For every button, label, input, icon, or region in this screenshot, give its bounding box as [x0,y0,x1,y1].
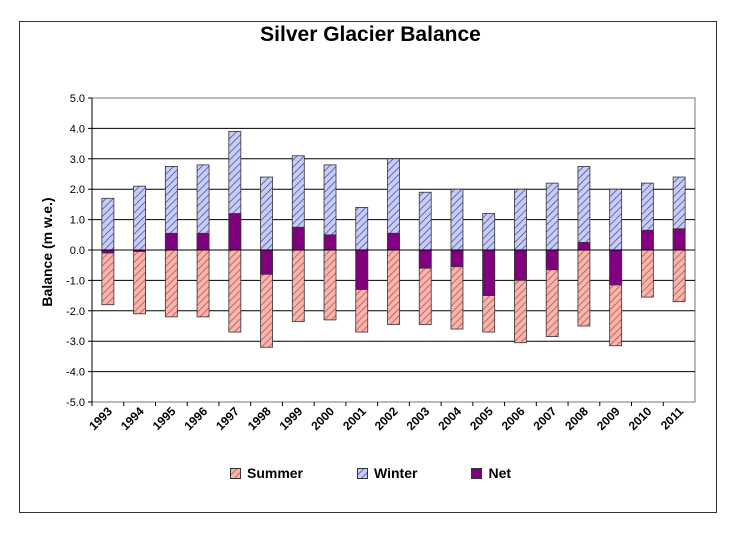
bar-net [164,232,178,251]
legend-item-summer: Summer [229,465,304,481]
x-tick-label: 2011 [658,404,687,433]
x-tick-label: 2002 [372,404,401,433]
bar-net [640,229,654,251]
x-tick-label: 2000 [308,404,337,433]
legend-label-summer: Summer [246,465,304,481]
bar-summer [133,249,147,315]
bar-winter [101,197,115,251]
bar-summer [101,249,115,306]
x-tick-label: 2001 [340,404,369,433]
y-tick-label: 1.0 [70,215,85,227]
x-tick-label: 2010 [626,404,655,433]
bar-winter [450,188,464,251]
y-tick-label: -5.0 [66,397,85,409]
y-tick-label: -3.0 [66,336,85,348]
bar-net [387,232,400,251]
bar-net [418,249,432,269]
bar-net [260,249,273,275]
legend-swatch-winter [357,467,369,479]
bar-summer [640,249,654,298]
bar-net [228,213,242,251]
bar-summer [387,249,400,325]
bar-net [545,249,559,271]
bar-winter [577,165,591,251]
bar-summer [291,249,305,322]
x-tick-label: 1993 [86,404,115,433]
legend: Summer Winter Net [0,465,741,481]
bar-net [196,232,210,251]
bar-winter [355,207,369,251]
bar-summer [577,249,591,327]
bar-net [291,226,305,251]
bar-net [450,249,464,268]
y-tick-label: -2.0 [66,306,85,318]
bar-summer [672,249,686,303]
x-tick-label: 2007 [531,404,560,433]
x-tick-label: 2003 [404,404,433,433]
bar-winter [482,213,496,251]
bar-winter [418,191,432,251]
y-tick-label: 2.0 [70,184,85,196]
x-tick-label: 1998 [245,404,274,433]
bar-net [609,249,623,286]
bar-winter [609,188,623,251]
bars [101,131,686,348]
x-tick-label: 1994 [118,404,147,433]
x-tick-label: 1996 [181,404,210,433]
bar-winter [260,176,273,251]
y-tick-label: 3.0 [70,154,85,166]
bar-net [323,234,337,251]
y-tick-label: -1.0 [66,275,85,287]
bar-net [482,249,496,296]
legend-item-net: Net [471,465,511,481]
x-tick-label: 2004 [435,404,464,433]
bar-summer [323,249,337,321]
x-tick-label: 1997 [213,404,242,433]
bar-net [577,241,591,251]
legend-label-net: Net [488,465,512,481]
x-tick-label: 2008 [562,404,591,433]
bar-net [355,249,369,290]
axes: 5.04.03.02.01.00.0-1.0-2.0-3.0-4.0-5.019… [66,93,695,433]
legend-label-winter: Winter [374,465,418,481]
legend-swatch-net [471,467,483,479]
bar-winter [133,185,147,251]
bar-summer [228,249,242,333]
x-tick-label: 1999 [277,404,306,433]
legend-swatch-summer [229,467,241,479]
y-tick-label: 0.0 [70,245,85,257]
bar-winter [545,182,559,251]
x-tick-label: 2006 [499,404,528,433]
bar-net [514,249,527,281]
chart-title: Silver Glacier Balance [260,23,481,46]
bar-winter [514,188,527,251]
legend-item-winter: Winter [357,465,417,481]
x-tick-label: 2009 [594,404,623,433]
bar-summer [164,249,178,318]
y-tick-label: 4.0 [70,123,85,135]
y-tick-label: 5.0 [70,93,85,105]
x-tick-label: 2005 [467,404,496,433]
bar-net [672,228,686,251]
x-tick-label: 1995 [150,404,179,433]
y-tick-label: -4.0 [66,367,85,379]
bar-summer [196,249,210,318]
